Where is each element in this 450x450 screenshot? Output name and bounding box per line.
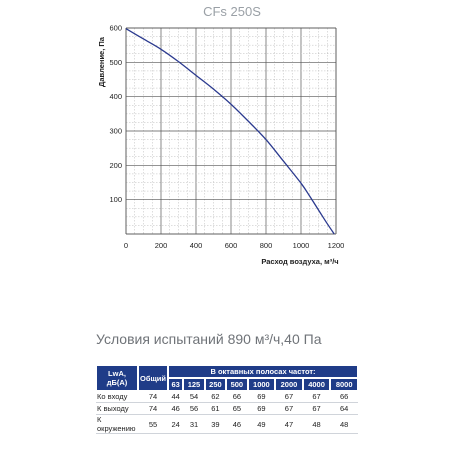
band-value: 24 [168,415,184,434]
noise-table: LwA, дБ(А) Общий В октавных полосах част… [96,365,358,434]
x-tick-label: 800 [260,241,273,250]
freq-header: 4000 [302,378,331,391]
y-tick-label: 200 [109,161,122,170]
header-total: Общий [138,365,168,391]
band-value: 67 [275,391,303,403]
band-value: 66 [330,391,358,403]
x-tick-label: 400 [190,241,203,250]
freq-header: 500 [226,378,248,391]
band-value: 54 [183,391,205,403]
header-lwa: LwA, дБ(А) [96,365,138,391]
y-tick-label: 600 [109,24,122,33]
row-label: К окружению [96,415,138,434]
y-axis-title: Давление, Па [97,36,106,87]
y-tick-label: 300 [109,127,122,136]
band-value: 61 [204,403,227,415]
row-total: 74 [138,391,168,403]
header-octave-bands: В октавных полосах частот: [168,365,358,378]
band-value: 67 [275,403,303,415]
band-value: 46 [168,403,184,415]
row-total: 55 [138,415,168,434]
x-axis-title: Расход воздуха, м³/ч [261,257,338,266]
band-value: 62 [204,391,227,403]
y-tick-label: 400 [109,92,122,101]
band-value: 67 [302,403,331,415]
band-value: 56 [183,403,205,415]
row-total: 74 [138,403,168,415]
band-value: 31 [183,415,205,434]
table-row: Ко входу 74 44 54 62 66 69 67 67 66 [96,391,358,403]
freq-header: 2000 [275,378,303,391]
band-value: 64 [330,403,358,415]
pressure-flow-chart: CFs 250S 0 200 400 600 800 1000 1200 100 200 300 4… [97,4,344,266]
frequency-row: 63 125 250 500 1000 2000 4000 8000 [96,378,358,391]
chart-grid [125,27,337,235]
freq-header: 125 [183,378,205,391]
band-value: 47 [275,415,303,434]
band-value: 69 [247,403,276,415]
table-header-row: LwA, дБ(А) Общий В октавных полосах част… [96,365,358,391]
freq-header: 250 [204,378,227,391]
x-tick-label: 200 [155,241,168,250]
y-tick-label: 100 [109,195,122,204]
band-value: 67 [302,391,331,403]
band-value: 39 [204,415,227,434]
test-conditions: Условия испытаний 890 м³/ч,40 Па [96,331,322,347]
x-tick-label: 1000 [293,241,310,250]
chart-title: CFs 250S [203,4,261,19]
band-value: 48 [330,415,358,434]
band-value: 66 [226,391,248,403]
row-label: К выходу [96,403,138,415]
band-value: 44 [168,391,184,403]
x-tick-label: 1200 [328,241,345,250]
band-value: 49 [247,415,276,434]
row-label: Ко входу [96,391,138,403]
x-tick-label: 0 [124,241,128,250]
freq-header: 63 [168,378,184,391]
table-row: К окружению 55 24 31 39 46 49 47 48 48 [96,415,358,434]
table-row: К выходу 74 46 56 61 65 69 67 67 64 [96,403,358,415]
freq-header: 1000 [247,378,276,391]
pressure-curve [125,28,335,235]
band-value: 65 [226,403,248,415]
band-value: 69 [247,391,276,403]
band-value: 46 [226,415,248,434]
chart-ticks: 0 200 400 600 800 1000 1200 100 200 300 400 500 600 [109,24,344,251]
y-tick-label: 500 [109,58,122,67]
freq-header: 8000 [330,378,358,391]
band-value: 48 [302,415,331,434]
x-tick-label: 600 [225,241,238,250]
